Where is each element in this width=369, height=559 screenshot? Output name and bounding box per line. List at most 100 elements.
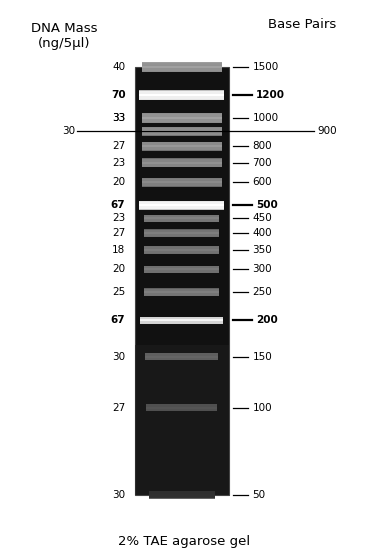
Bar	[144, 248, 219, 252]
Text: 600: 600	[252, 177, 272, 187]
Bar	[142, 180, 222, 184]
Text: 27: 27	[112, 228, 125, 238]
Bar	[144, 246, 219, 254]
Bar	[144, 290, 219, 295]
Text: 33: 33	[112, 113, 125, 123]
Bar	[142, 160, 222, 165]
Bar	[142, 62, 222, 72]
Bar	[139, 203, 224, 207]
Bar	[139, 91, 224, 100]
Bar	[144, 215, 219, 222]
Text: 67: 67	[111, 200, 125, 210]
Bar	[142, 158, 222, 167]
Bar	[142, 144, 222, 148]
Bar	[144, 266, 219, 273]
Bar	[139, 94, 224, 96]
Bar	[146, 404, 217, 411]
Bar	[144, 248, 219, 253]
Bar	[144, 249, 219, 251]
Bar	[144, 216, 219, 221]
Bar	[140, 319, 223, 321]
Bar	[144, 249, 219, 252]
Bar	[142, 162, 222, 164]
Bar	[140, 319, 223, 322]
Bar	[144, 267, 219, 272]
Bar	[144, 267, 219, 272]
Bar	[142, 179, 222, 186]
Bar	[142, 181, 222, 183]
Text: 23: 23	[112, 214, 125, 224]
Bar	[144, 291, 219, 293]
Bar	[144, 229, 219, 237]
Bar	[142, 127, 222, 136]
Bar	[144, 231, 219, 235]
Bar	[144, 233, 219, 234]
Text: 800: 800	[252, 141, 272, 151]
Bar	[139, 93, 224, 97]
Bar	[144, 215, 219, 222]
Bar	[142, 143, 222, 150]
Text: 1000: 1000	[252, 113, 279, 123]
Bar	[142, 178, 222, 186]
Bar	[142, 159, 222, 167]
Bar	[145, 355, 218, 358]
Bar	[144, 289, 219, 296]
Bar	[146, 404, 217, 411]
Bar	[144, 247, 219, 254]
Bar	[149, 493, 215, 496]
Text: 18: 18	[112, 245, 125, 255]
Text: 2% TAE agarose gel: 2% TAE agarose gel	[118, 535, 251, 548]
Bar	[142, 127, 222, 135]
Bar	[142, 64, 222, 70]
Bar	[140, 318, 223, 323]
Bar	[139, 92, 224, 98]
Bar	[144, 268, 219, 271]
Bar	[142, 113, 222, 123]
Bar	[144, 247, 219, 253]
Bar	[142, 115, 222, 122]
Bar	[142, 63, 222, 72]
Bar	[144, 216, 219, 221]
Text: 70: 70	[111, 90, 125, 100]
Bar	[144, 247, 219, 253]
Bar	[142, 64, 222, 70]
Text: Base Pairs: Base Pairs	[269, 18, 337, 31]
Bar	[144, 248, 219, 252]
Bar	[144, 216, 219, 220]
Bar	[140, 317, 223, 324]
Text: 100: 100	[252, 402, 272, 413]
Bar	[139, 93, 224, 97]
Bar	[144, 291, 219, 294]
Bar	[140, 319, 223, 323]
Bar	[142, 129, 222, 134]
Bar	[146, 404, 217, 411]
Bar	[145, 353, 218, 361]
Bar	[142, 115, 222, 121]
Bar	[139, 203, 224, 208]
Text: 30: 30	[112, 352, 125, 362]
Bar	[146, 406, 217, 409]
Bar	[139, 203, 224, 207]
Bar	[142, 130, 222, 132]
Bar	[142, 129, 222, 134]
Text: 27: 27	[112, 402, 125, 413]
Bar	[135, 345, 229, 495]
Bar	[142, 141, 222, 150]
Bar	[142, 159, 222, 167]
Bar	[145, 355, 218, 358]
Text: 23: 23	[112, 158, 125, 168]
Text: 1500: 1500	[252, 62, 279, 72]
Bar	[149, 493, 215, 496]
Bar	[142, 113, 222, 122]
Bar	[144, 268, 219, 271]
Bar	[142, 143, 222, 149]
Bar	[146, 406, 217, 409]
Bar	[144, 230, 219, 237]
Bar	[140, 316, 223, 324]
Text: 25: 25	[112, 287, 125, 297]
Text: 33: 33	[112, 113, 125, 123]
Bar	[142, 178, 222, 186]
Bar	[142, 116, 222, 120]
Text: 20: 20	[112, 264, 125, 274]
Bar	[142, 115, 222, 121]
